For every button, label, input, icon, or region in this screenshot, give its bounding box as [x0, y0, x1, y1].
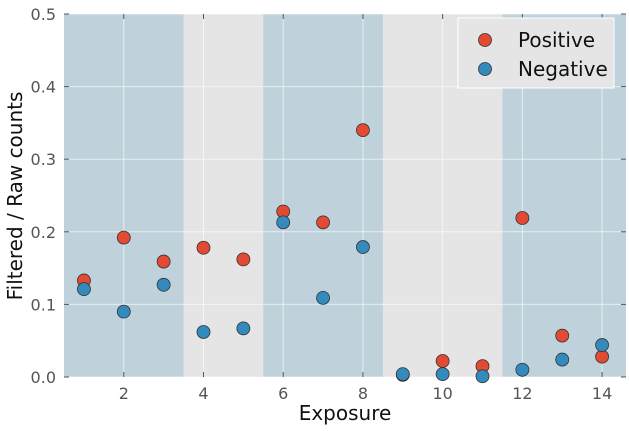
- y-tick-labels: 0.0 0.1 0.2 0.3 0.4 0.5: [31, 5, 56, 387]
- y-tick-label: 0.5: [31, 5, 56, 24]
- negative-point: [555, 352, 570, 367]
- x-tick-label: 10: [432, 384, 452, 403]
- positive-point: [356, 123, 370, 138]
- positive-point: [435, 354, 450, 368]
- negative-point: [156, 277, 171, 292]
- positive-point: [515, 211, 530, 225]
- negative-point: [77, 282, 91, 297]
- negative-point: [515, 362, 530, 377]
- positive-point: [555, 328, 570, 343]
- positive-point: [595, 349, 609, 364]
- x-tick-labels: 2 4 6 8 10 12 14: [119, 384, 613, 403]
- positive-point: [236, 252, 251, 267]
- positive-point: [316, 215, 330, 230]
- x-tick-label: 14: [592, 384, 612, 403]
- x-tick-label: 8: [358, 384, 368, 403]
- legend-label-negative: Negative: [518, 57, 608, 81]
- negative-point: [116, 304, 131, 319]
- negative-point: [395, 367, 410, 381]
- x-tick-label: 4: [198, 384, 208, 403]
- negative-point: [236, 321, 251, 336]
- legend-marker-positive: [478, 33, 492, 47]
- negative-point: [276, 215, 291, 230]
- negative-point: [316, 290, 330, 305]
- negative-point: [475, 369, 490, 384]
- data-points: [77, 123, 609, 384]
- legend-marker-negative: [478, 62, 492, 76]
- y-tick-label: 0.4: [31, 78, 56, 97]
- legend: Positive Negative: [457, 17, 615, 89]
- y-tick-label: 0.1: [31, 295, 56, 314]
- y-tick-label: 0.3: [31, 150, 56, 169]
- y-tick-label: 0.2: [31, 223, 56, 242]
- legend-box: [457, 17, 615, 89]
- legend-label-positive: Positive: [518, 28, 595, 52]
- positive-point: [196, 240, 211, 255]
- positive-point: [116, 230, 131, 245]
- positive-point: [156, 254, 171, 269]
- negative-point: [196, 325, 211, 339]
- shaded-band: [263, 14, 383, 377]
- negative-point: [356, 240, 370, 254]
- x-tick-label: 6: [278, 384, 288, 403]
- x-tick-label: 12: [512, 384, 532, 403]
- negative-point: [435, 367, 450, 381]
- x-axis-label: Exposure: [299, 401, 392, 425]
- negative-point: [595, 338, 609, 352]
- y-tick-label: 0.0: [31, 368, 56, 387]
- x-tick-label: 2: [119, 384, 129, 403]
- y-axis-label: Filtered / Raw counts: [3, 92, 27, 301]
